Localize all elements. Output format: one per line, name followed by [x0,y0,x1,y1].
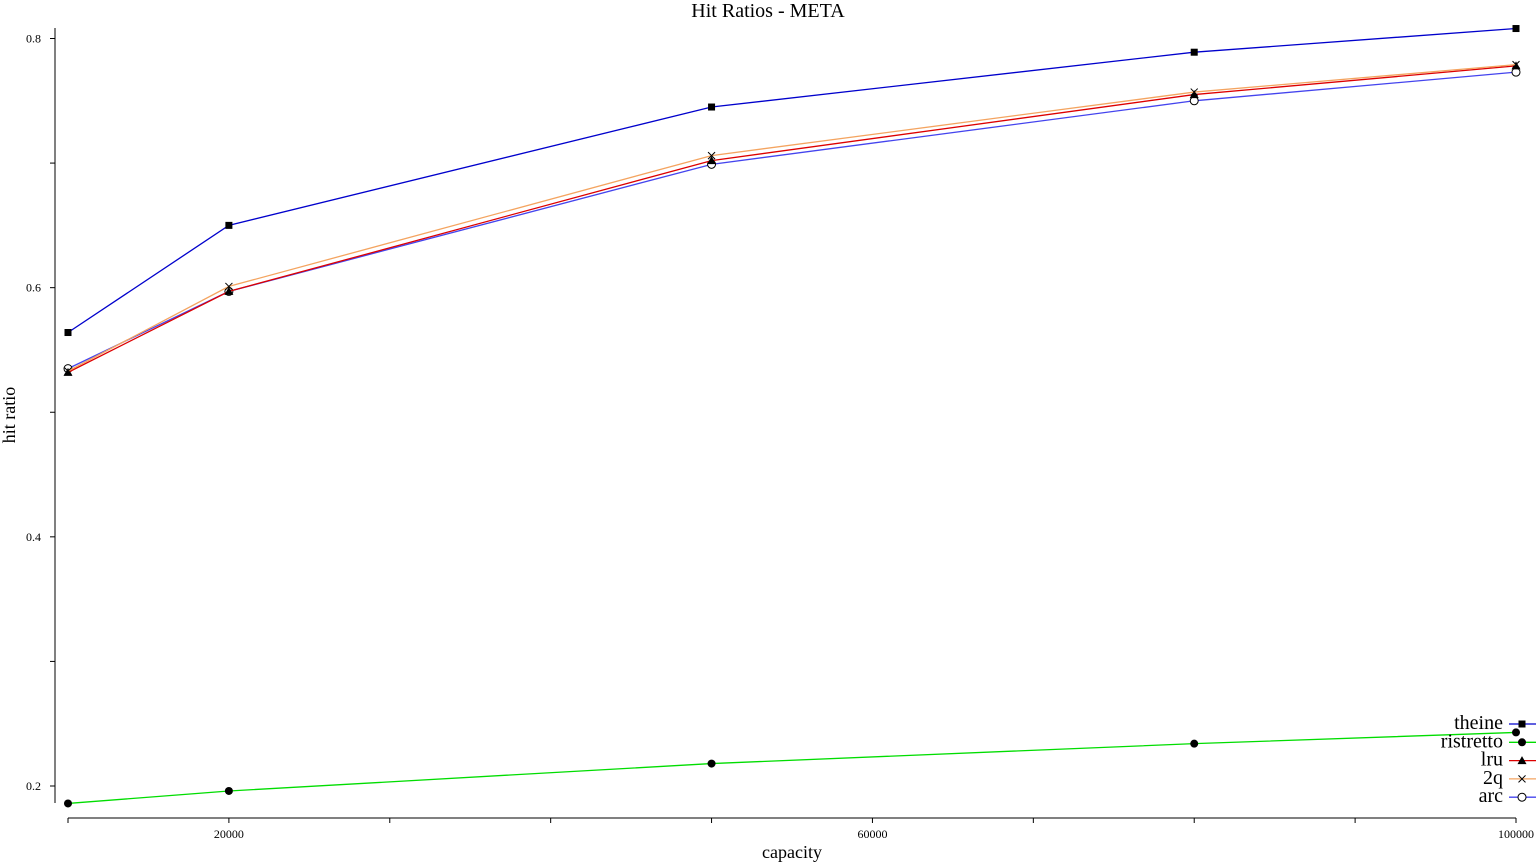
legend-label: arc [1479,785,1504,807]
legend-label: theine [1454,712,1503,734]
data-point [1512,25,1520,33]
series-arc [63,67,1521,374]
y-tick-label: 0.2 [26,779,41,793]
data-point [225,221,233,229]
data-point [1512,728,1520,737]
data-point [1190,739,1199,748]
x-tick-label: 60000 [857,827,887,841]
series-theine [64,25,1520,337]
data-point [1512,60,1520,69]
series-line [67,71,1517,370]
y-tick-label: 0.4 [26,530,41,544]
data-point [64,799,72,808]
data-point [1190,48,1198,56]
legend-item-2q: 2q [1483,767,1536,789]
data-point [707,156,717,165]
data-point [707,759,716,768]
legend-marker [1517,792,1527,802]
data-point [1190,88,1199,96]
legend-label: 2q [1483,767,1503,789]
legend-label: ristretto [1441,730,1503,752]
legend-item-ristretto: ristretto [1441,730,1536,752]
data-point [224,286,234,295]
data-point [1189,90,1199,99]
series-ristretto [64,728,1520,808]
series-lru [63,61,1521,376]
y-tick-label: 0.6 [26,281,41,295]
data-point [64,329,72,337]
x-tick-label: 100000 [1498,827,1534,841]
y-tick-label: 0.8 [26,32,41,46]
legend-marker [1518,720,1526,728]
legend-marker [1517,756,1527,765]
data-point [708,103,716,111]
chart-title: Hit Ratios - META [691,0,845,22]
legend-label: lru [1481,749,1503,771]
series-group [63,25,1521,808]
y-axis-ticks: 0.2 0.4 0.6 0.8 [26,32,55,793]
data-point [64,367,72,375]
legend-marker [1518,738,1526,747]
y-axis-label: hit ratio [0,387,19,444]
data-point [224,786,233,795]
legend-item-theine: theine [1454,712,1536,734]
x-axis-ticks: 20000 60000 100000 [67,818,1534,841]
series-line [67,27,1517,334]
data-point [707,151,716,160]
x-axis-label: capacity [762,842,822,862]
legend-item-arc: arc [1479,785,1536,807]
series-line [67,731,1517,805]
legend-item-lru: lru [1481,749,1536,771]
series-line [67,65,1517,373]
series-2q [64,60,1520,375]
data-point [225,282,233,291]
legend-marker [1518,775,1526,783]
x-tick-label: 20000 [214,827,244,841]
series-line [67,64,1517,372]
